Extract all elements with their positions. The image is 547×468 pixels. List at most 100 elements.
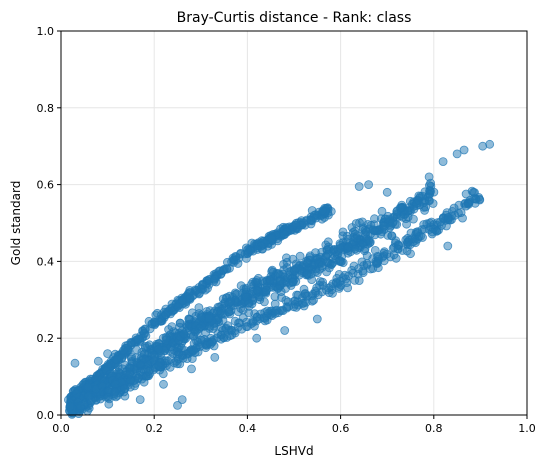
scatter-point bbox=[252, 333, 262, 343]
scatter-point bbox=[110, 380, 120, 389]
scatter-point bbox=[159, 379, 168, 389]
scatter-point bbox=[362, 251, 372, 261]
scatter-point bbox=[247, 238, 257, 248]
scatter-point bbox=[295, 251, 305, 261]
scatter-point bbox=[252, 312, 262, 322]
y-tick-label: 0.2 bbox=[37, 332, 55, 345]
y-axis-label: Gold standard bbox=[9, 181, 23, 266]
scatter-point bbox=[309, 295, 318, 305]
scatter-point bbox=[318, 206, 328, 216]
scatter-point bbox=[391, 253, 401, 263]
x-axis-ticks: 0.0 0.2 0.4 0.6 0.8 1.0 bbox=[52, 415, 536, 435]
scatter-point bbox=[187, 364, 196, 374]
y-tick-label: 1.0 bbox=[37, 25, 55, 38]
scatter-point bbox=[216, 306, 226, 316]
scatter-point bbox=[103, 392, 113, 402]
scatter-point bbox=[299, 301, 309, 311]
scatter-point bbox=[335, 240, 345, 250]
scatter-point bbox=[252, 285, 262, 295]
scatter-point bbox=[230, 316, 240, 326]
scatter-point bbox=[461, 201, 471, 211]
scatter-point bbox=[377, 206, 387, 216]
scatter-point bbox=[70, 358, 80, 368]
scatter-point bbox=[270, 309, 280, 318]
scatter-point bbox=[172, 359, 182, 369]
scatter-point bbox=[317, 214, 327, 224]
scatter-point bbox=[241, 292, 251, 302]
scatter-point bbox=[290, 266, 300, 276]
scatter-point bbox=[258, 276, 268, 286]
scatter-point bbox=[461, 189, 471, 199]
scatter-point bbox=[231, 255, 241, 265]
scatter-point bbox=[366, 220, 376, 230]
scatter-point bbox=[194, 303, 204, 313]
scatter-point bbox=[153, 361, 163, 370]
scatter-point bbox=[382, 249, 392, 259]
scatter-point bbox=[206, 339, 215, 349]
scatter-point bbox=[179, 329, 189, 339]
scatter-point bbox=[160, 310, 170, 320]
scatter-point bbox=[133, 373, 143, 383]
scatter-point bbox=[459, 145, 469, 155]
scatter-point bbox=[438, 157, 448, 167]
scatter-point bbox=[273, 284, 283, 294]
scatter-point bbox=[312, 314, 322, 324]
scatter-point bbox=[84, 391, 93, 401]
scatter-point bbox=[373, 256, 383, 266]
scatter-point bbox=[265, 276, 275, 286]
scatter-point bbox=[278, 306, 288, 316]
scatter-point bbox=[393, 244, 403, 254]
scatter-point bbox=[135, 395, 145, 405]
scatter-point bbox=[354, 264, 364, 274]
scatter-point bbox=[376, 229, 386, 239]
y-axis-ticks: 0.0 0.2 0.4 0.6 0.8 1.0 bbox=[37, 25, 61, 422]
scatter-point bbox=[364, 180, 374, 190]
scatter-point bbox=[420, 205, 430, 215]
scatter-point bbox=[93, 356, 103, 366]
scatter-point bbox=[343, 283, 353, 293]
scatter-point bbox=[443, 241, 453, 251]
scatter-point bbox=[288, 277, 298, 287]
scatter-point bbox=[280, 230, 290, 239]
x-axis-label: LSHVd bbox=[274, 444, 313, 458]
scatter-point bbox=[125, 369, 135, 379]
scatter-point bbox=[354, 276, 364, 286]
scatter-point bbox=[218, 294, 228, 304]
scatter-point bbox=[154, 344, 163, 354]
scatter-point bbox=[443, 213, 453, 222]
scatter-point bbox=[163, 356, 172, 366]
scatter-point bbox=[72, 389, 81, 399]
scatter-point bbox=[395, 203, 405, 213]
scatter-point bbox=[452, 149, 462, 159]
scatter-point bbox=[119, 345, 128, 355]
scatter-point bbox=[267, 233, 276, 243]
scatter-point bbox=[370, 214, 379, 224]
scatter-point bbox=[435, 217, 445, 227]
scatter-point bbox=[141, 331, 151, 341]
scatter-point bbox=[262, 306, 272, 316]
scatter-point bbox=[277, 293, 286, 302]
x-tick-label: 0.4 bbox=[239, 422, 257, 435]
scatter-point bbox=[103, 349, 112, 359]
scatter-point bbox=[83, 382, 93, 392]
scatter-point bbox=[185, 293, 195, 303]
scatter-point bbox=[411, 199, 421, 209]
scatter-point bbox=[224, 307, 234, 317]
scatter-point bbox=[418, 191, 427, 201]
scatter-point bbox=[407, 234, 417, 244]
scatter-point bbox=[388, 218, 398, 228]
scatter-point bbox=[118, 364, 127, 374]
scatter-point bbox=[65, 402, 75, 411]
scatter-point bbox=[167, 322, 177, 332]
x-tick-label: 0.2 bbox=[145, 422, 163, 435]
x-tick-label: 0.6 bbox=[332, 422, 350, 435]
scatter-point bbox=[281, 253, 291, 263]
scatter-point bbox=[315, 277, 325, 286]
scatter-point bbox=[173, 302, 183, 312]
scatter-point bbox=[468, 187, 478, 197]
scatter-point bbox=[281, 284, 290, 293]
scatter-point bbox=[173, 400, 182, 410]
scatter-point bbox=[261, 285, 271, 295]
y-tick-label: 0.4 bbox=[37, 255, 55, 268]
